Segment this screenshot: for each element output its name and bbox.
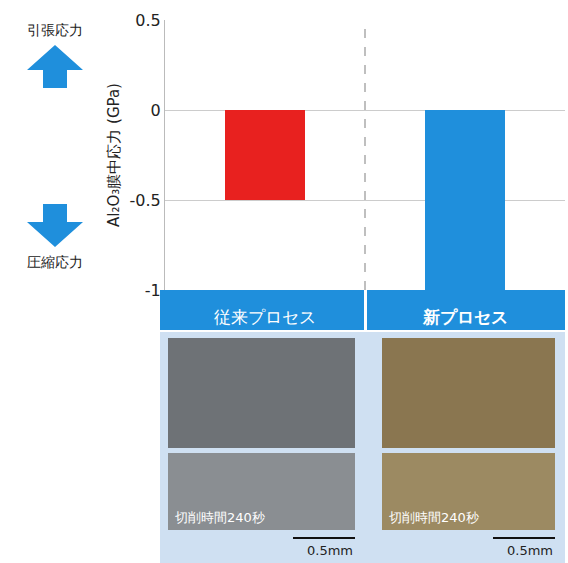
svg-text:-1: -1 <box>145 281 161 300</box>
svg-text:0.5mm: 0.5mm <box>307 543 353 558</box>
svg-text:引張応力: 引張応力 <box>27 22 83 38</box>
svg-text:Al₂O₃膜中応力 (GPa): Al₂O₃膜中応力 (GPa) <box>105 83 123 227</box>
svg-text:0.5: 0.5 <box>135 11 160 30</box>
svg-text:切削時間240秒: 切削時間240秒 <box>389 510 479 525</box>
svg-text:0.5mm: 0.5mm <box>507 543 553 558</box>
svg-text:-0.5: -0.5 <box>130 191 161 210</box>
svg-text:新プロセス: 新プロセス <box>422 307 508 327</box>
svg-text:従来プロセス: 従来プロセス <box>214 307 316 327</box>
svg-text:切削時間240秒: 切削時間240秒 <box>175 510 265 525</box>
svg-text:圧縮応力: 圧縮応力 <box>27 254 83 270</box>
svg-text:0: 0 <box>151 101 161 120</box>
